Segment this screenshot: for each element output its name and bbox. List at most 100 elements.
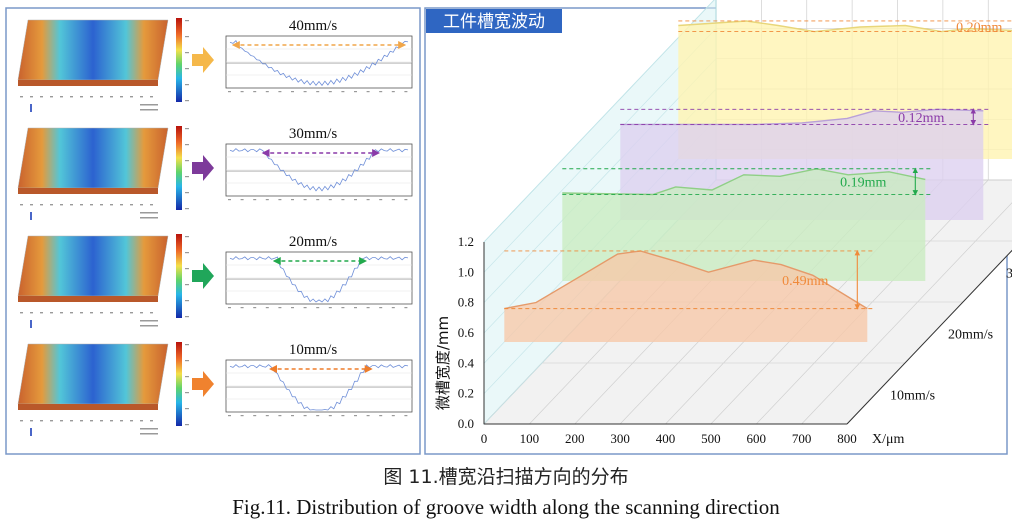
surface-tick-3-11 (130, 420, 133, 422)
colorbar-tick-2-1 (185, 252, 189, 254)
surface-tick-0-10 (120, 96, 123, 98)
x-tick-label-4: 400 (656, 431, 676, 446)
profile-axis-tick-2-4 (278, 307, 282, 309)
colorbar-tick-1-1 (185, 144, 189, 146)
axis-mark-1 (30, 212, 32, 220)
chart-3d: 0.20mm 0.12mm 0.19mm 0.49mm 0 100 200 300 400 500… (434, 0, 1012, 447)
surface-tick-1-7 (90, 204, 93, 206)
profile-curve-2 (229, 256, 409, 303)
profile-axis-tick-1-4 (278, 199, 282, 201)
series-0: 0.49mm (504, 249, 874, 342)
scan-panel-0: 40mm/s (17, 18, 413, 112)
x-tick-label-3: 300 (610, 431, 630, 446)
profile-axis-tick-3-3 (265, 415, 269, 417)
colorbar-tick-3-1 (185, 360, 189, 362)
surface-tick-3-10 (120, 420, 123, 422)
y-tick-label-6: 1.2 (458, 234, 474, 249)
x-tick-label-0: 0 (481, 431, 488, 446)
left-grid-y-5 (483, 28, 717, 273)
profile-axis-tick-2-5 (291, 307, 294, 309)
profile-axis-tick-1-2 (253, 199, 257, 201)
colorbar-2 (176, 234, 182, 318)
profile-axis-tick-1-10 (354, 199, 357, 201)
profile-axis-tick-0-12 (379, 91, 383, 93)
x-tick-label-1: 100 (520, 431, 540, 446)
profile-axis-tick-3-9 (341, 415, 345, 417)
profile-axis-tick-2-9 (341, 307, 345, 309)
legend-mark-a-3 (140, 428, 158, 430)
profile-axis-tick-1-5 (291, 199, 294, 201)
profile-axis-tick-3-5 (291, 415, 294, 417)
surface-side-1 (18, 188, 158, 194)
legend-mark-b-0 (140, 109, 158, 111)
profile-axis-tick-2-14 (404, 307, 408, 309)
profile-axis-tick-0-13 (391, 91, 395, 93)
surface-tick-3-1 (30, 420, 33, 422)
x-axis-label: X/μm (872, 432, 905, 447)
profile-axis-tick-3-11 (366, 415, 370, 417)
profile-axis-tick-3-13 (391, 415, 395, 417)
surface-tick-1-1 (30, 204, 33, 206)
surface-tick-0-4 (60, 96, 63, 98)
surface-tick-2-5 (70, 312, 73, 314)
colorbar-1 (176, 126, 182, 210)
surface-tick-1-6 (80, 204, 83, 206)
surface-tick-2-0 (20, 312, 23, 314)
x-tick-label-6: 600 (747, 431, 767, 446)
profile-axis-tick-0-6 (303, 91, 307, 93)
profile-axis-tick-0-9 (341, 91, 345, 93)
surface-tick-2-2 (40, 312, 43, 314)
y-tick-label-0: 0.0 (458, 416, 474, 431)
surface-tick-2-3 (50, 312, 53, 314)
caption-english: Fig.11. Distribution of groove width alo… (232, 495, 780, 519)
profile-axis-tick-2-0 (228, 307, 231, 309)
surface-tick-3-6 (80, 420, 83, 422)
surface-tick-1-5 (70, 204, 73, 206)
profile-axis-tick-3-6 (303, 415, 307, 417)
colorbar-0 (176, 18, 182, 102)
arrow-icon-2 (192, 263, 214, 289)
y-tick-label-2: 0.4 (458, 355, 475, 370)
z-category-label-0: 10mm/s (890, 389, 935, 404)
surface-tick-3-3 (50, 420, 53, 422)
surface-tick-0-1 (30, 96, 33, 98)
colorbar-tick-0-4 (185, 84, 189, 86)
profile-axis-tick-0-3 (265, 91, 269, 93)
profile-curve-3 (229, 364, 409, 411)
surface-side-3 (18, 404, 158, 410)
profile-axis-tick-0-7 (316, 91, 320, 93)
legend-mark-b-1 (140, 217, 158, 219)
surface-tick-1-2 (40, 204, 43, 206)
surface-tick-1-12 (140, 204, 143, 206)
surface-tick-2-6 (80, 312, 83, 314)
profile-axis-tick-1-8 (328, 199, 332, 201)
speed-label-1: 30mm/s (289, 126, 338, 142)
colorbar-tick-1-0 (185, 128, 189, 130)
profile-axis-tick-1-11 (366, 199, 370, 201)
colorbar-tick-2-0 (185, 236, 189, 238)
profile-axis-tick-2-3 (265, 307, 269, 309)
axis-mark-3 (30, 428, 32, 436)
profile-axis-tick-3-14 (404, 415, 408, 417)
profile-axis-tick-3-1 (240, 415, 244, 417)
surface-tick-3-7 (90, 420, 93, 422)
surface-tick-2-4 (60, 312, 63, 314)
chart-title-tab (426, 9, 562, 33)
surface-tick-3-0 (20, 420, 23, 422)
series-fluctuation-label-1: 0.19mm (840, 176, 886, 191)
left-grid-y-6 (483, 0, 715, 243)
z-category-label-2: 30mm/s (1006, 267, 1012, 282)
x-tick-label-8: 800 (837, 431, 857, 446)
surface-tick-3-12 (140, 420, 143, 422)
surface-tick-1-8 (100, 204, 103, 206)
speed-label-3: 10mm/s (289, 342, 338, 358)
profile-axis-tick-3-12 (379, 415, 383, 417)
colorbar-3 (176, 342, 182, 426)
scan-panel-1: 30mm/s (17, 126, 413, 220)
colorbar-tick-0-0 (185, 20, 189, 22)
surface-tick-2-13 (150, 312, 153, 314)
profile-axis-tick-1-3 (265, 199, 269, 201)
colorbar-tick-3-5 (185, 424, 189, 426)
profile-axis-tick-1-12 (379, 199, 383, 201)
colorbar-tick-3-3 (185, 392, 189, 394)
